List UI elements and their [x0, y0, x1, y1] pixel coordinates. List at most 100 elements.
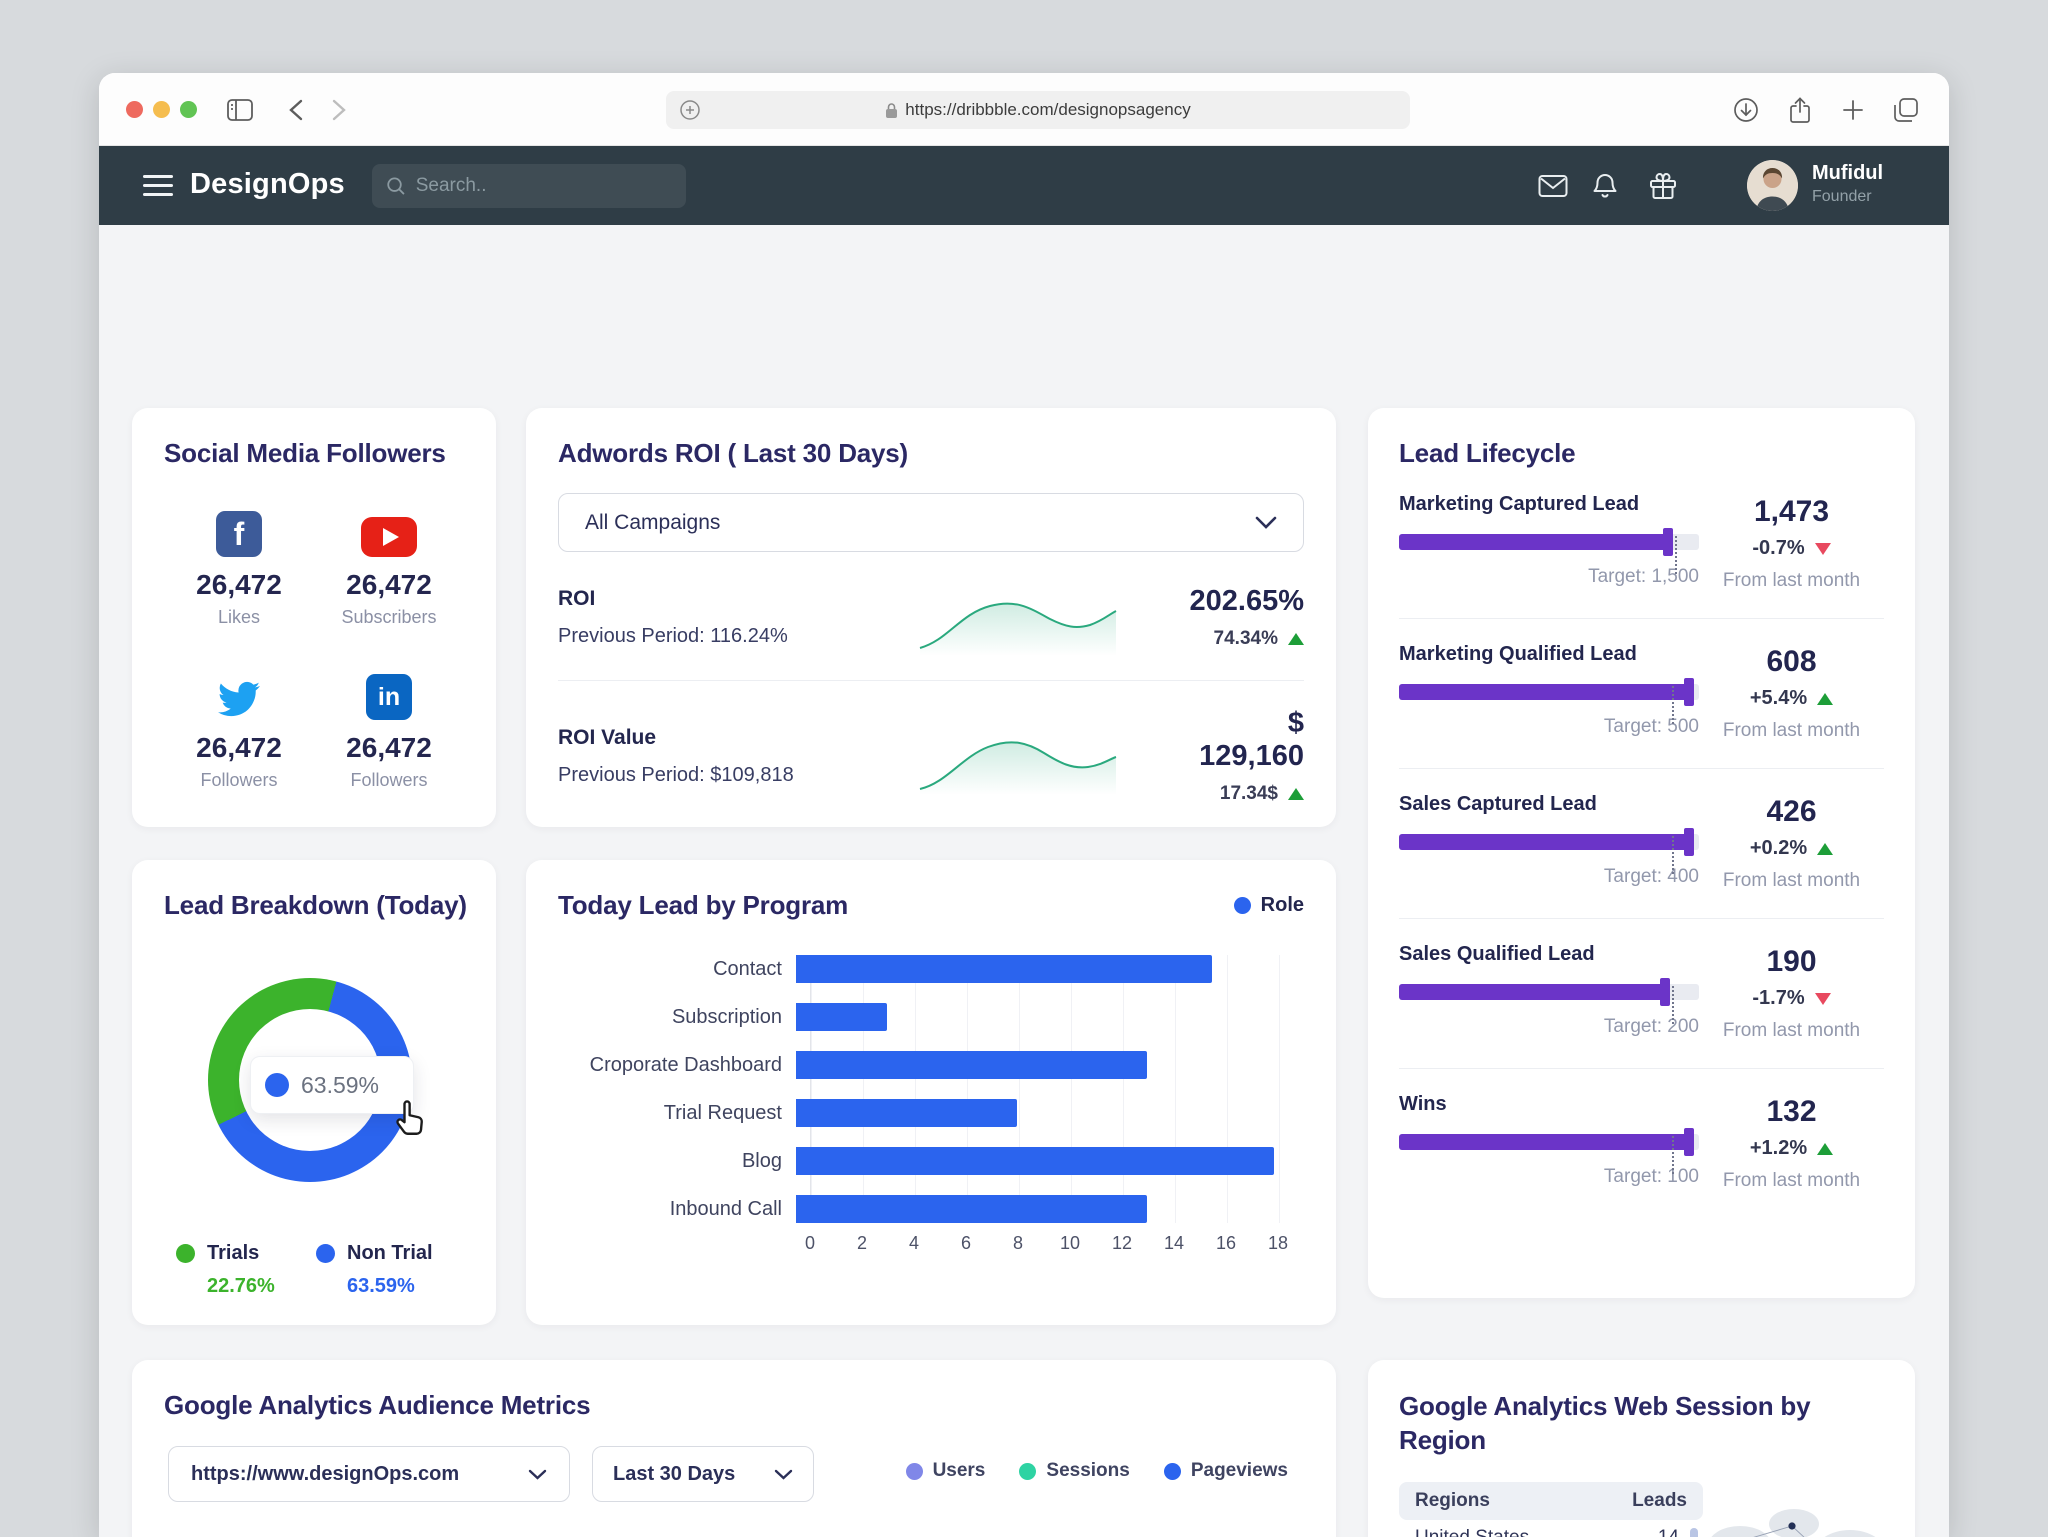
brand-logo[interactable]: DesignOps	[190, 168, 345, 200]
metric-delta: 74.34%	[1178, 628, 1304, 650]
trend-triangle-icon	[1817, 842, 1834, 855]
sidebar-toggle-icon[interactable]	[221, 91, 259, 129]
column-regions: Regions	[1415, 1490, 1490, 1511]
card-title: Lead Breakdown (Today)	[164, 890, 467, 920]
cursor-hand-icon	[388, 1098, 432, 1147]
user-avatar[interactable]	[1747, 160, 1798, 211]
trend-triangle-icon	[1817, 1142, 1834, 1155]
stage-delta: +1.2%	[1699, 1137, 1884, 1160]
roi-value-sparkline	[919, 741, 1117, 795]
trials-dot-icon	[176, 1244, 195, 1263]
bar-inbound-call[interactable]	[796, 1195, 1147, 1223]
metric-value: $ 129,160	[1199, 707, 1304, 772]
donut-tooltip-value: 63.59%	[301, 1071, 380, 1098]
menu-icon[interactable]	[143, 175, 173, 196]
stage-delta: -0.7%	[1699, 537, 1884, 560]
share-icon[interactable]	[1781, 91, 1819, 129]
follower-label: Subscribers	[341, 607, 437, 627]
window-zoom-button[interactable]	[180, 101, 197, 118]
search-box[interactable]	[372, 164, 686, 208]
lead-lifecycle-card: Lead Lifecycle Marketing Captured Lead T…	[1368, 408, 1915, 1298]
linkedin-icon[interactable]: in	[365, 674, 412, 720]
stage-target: Target: 200	[1603, 1016, 1699, 1037]
bar-subscription[interactable]	[796, 1003, 887, 1031]
twitter-icon[interactable]	[214, 678, 264, 720]
stage-target: Target: 1,500	[1588, 566, 1699, 587]
stage-note: From last month	[1722, 570, 1861, 591]
window-minimize-button[interactable]	[153, 101, 170, 118]
sessions-dot-icon	[1019, 1462, 1037, 1480]
site-select[interactable]: https://www.designOps.com	[168, 1446, 570, 1502]
window-close-button[interactable]	[126, 101, 143, 118]
target-marker	[1672, 1136, 1674, 1174]
downloads-icon[interactable]	[1727, 91, 1765, 129]
new-tab-icon[interactable]	[1834, 91, 1872, 129]
legend-users: Users	[905, 1460, 985, 1482]
facebook-icon[interactable]: f	[215, 511, 262, 557]
follower-label: Followers	[350, 770, 428, 790]
bar-croporate-dashboard[interactable]	[796, 1051, 1147, 1079]
back-button[interactable]	[277, 91, 315, 129]
stage-label: Marketing Captured Lead	[1399, 493, 1640, 515]
donut-tooltip: 63.59%	[250, 1056, 414, 1114]
forward-button[interactable]	[320, 91, 358, 129]
lifecycle-stage: Marketing Captured Lead Target: 1,500 1,…	[1399, 469, 1884, 619]
card-title: Today Lead by Program	[558, 890, 849, 920]
target-marker	[1672, 986, 1674, 1024]
follower-label: Likes	[217, 607, 260, 627]
card-title: Adwords ROI ( Last 30 Days)	[558, 438, 909, 468]
card-title: Social Media Followers	[164, 438, 446, 468]
stage-note: From last month	[1722, 1020, 1861, 1041]
table-scrollbar[interactable]	[1690, 1528, 1698, 1537]
adwords-roi-card: Adwords ROI ( Last 30 Days) All Campaign…	[526, 408, 1336, 827]
rewards-gift-icon[interactable]	[1645, 168, 1681, 204]
bar-contact[interactable]	[796, 955, 1212, 983]
address-bar[interactable]: https://dribbble.com/designopsagency	[666, 91, 1410, 129]
pageviews-dot-icon	[1163, 1462, 1181, 1480]
region-table: Regions Leads United States14 India14 De…	[1399, 1482, 1703, 1537]
stage-delta: -1.7%	[1699, 987, 1884, 1010]
legend-role: Role	[1233, 894, 1304, 917]
bar-category: Subscription	[671, 1005, 782, 1028]
horizontal-bar-chart: Contact Subscription Croporate Dashboard…	[558, 955, 1304, 1259]
trend-triangle-icon	[1288, 788, 1304, 800]
roi-sparkline	[919, 602, 1117, 656]
stage-target: Target: 500	[1603, 716, 1699, 737]
stage-progress-bar	[1399, 678, 1699, 724]
trend-triangle-icon	[1814, 542, 1831, 555]
tabs-overview-icon[interactable]	[1887, 91, 1925, 129]
stage-value: 132	[1766, 1095, 1817, 1128]
search-input[interactable]	[415, 175, 672, 197]
campaign-select-value: All Campaigns	[585, 510, 721, 534]
follower-count: 26,472	[346, 732, 432, 763]
youtube-icon[interactable]	[360, 517, 417, 557]
chevron-down-icon	[528, 1469, 547, 1480]
page-options-icon[interactable]	[678, 98, 702, 127]
bar-trial-request[interactable]	[796, 1099, 1017, 1127]
stage-value: 190	[1766, 945, 1817, 978]
follower-count: 26,472	[196, 569, 282, 600]
social-stat-twitter: 26,472 Followers	[196, 666, 282, 791]
audience-metrics-card: Google Analytics Audience Metrics https:…	[132, 1360, 1336, 1537]
follower-count: 26,472	[346, 569, 432, 600]
stage-target: Target: 100	[1603, 1166, 1699, 1187]
table-row[interactable]: United States14	[1399, 1520, 1703, 1537]
region-map	[1711, 1509, 1876, 1537]
bar-category: Inbound Call	[669, 1197, 782, 1220]
bar-category: Contact	[713, 957, 782, 980]
target-marker	[1672, 836, 1674, 874]
mail-icon[interactable]	[1535, 168, 1571, 204]
target-marker	[1675, 536, 1677, 574]
campaign-select[interactable]: All Campaigns	[558, 493, 1304, 552]
web-session-by-region-card: Google Analytics Web Session by Region R…	[1368, 1360, 1915, 1537]
notifications-bell-icon[interactable]	[1587, 168, 1623, 204]
date-range-select[interactable]: Last 30 Days	[592, 1446, 814, 1502]
trend-triangle-icon	[1817, 692, 1834, 705]
user-name: Mufidul	[1812, 162, 1884, 184]
bar-blog[interactable]	[796, 1147, 1275, 1175]
roi-row: ROI Previous Period: 116.24% 202.65% 7	[558, 578, 1304, 656]
roi-value-row: ROI Value Previous Period: $109,818 $ 12…	[558, 707, 1304, 805]
follower-label: Followers	[200, 770, 278, 790]
stage-note: From last month	[1722, 720, 1861, 741]
divider	[558, 680, 1304, 681]
